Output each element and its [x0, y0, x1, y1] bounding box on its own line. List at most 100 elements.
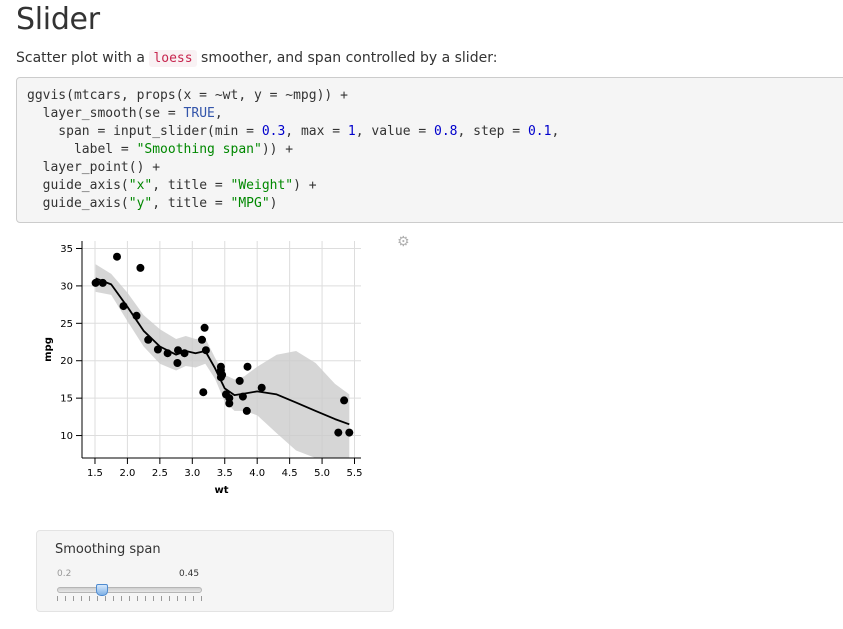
confidence-band: [95, 264, 350, 458]
gear-icon[interactable]: ⚙: [397, 234, 410, 250]
code-token: , step =: [457, 124, 528, 139]
slider-handle[interactable]: [96, 584, 109, 596]
smooth-line: [95, 277, 350, 426]
smooth-line-layer: [95, 277, 350, 426]
x-axis-title: wt: [214, 485, 228, 496]
data-point: [163, 349, 172, 358]
code-line: layer_point() +: [27, 159, 843, 177]
code-token: span = input_slider(min =: [27, 124, 262, 139]
data-point: [113, 252, 121, 261]
code-token: TRUE: [183, 106, 215, 121]
slider-panel: Smoothing span 0.2 0.45: [36, 530, 394, 612]
code-token: 0.1: [527, 124, 552, 139]
data-point: [218, 370, 227, 379]
axes-layer: 1.5 2.0 2.5 3.0 3.5 4.0 4.5 5.0 5.5 10 15 20 25 30 35 w…: [43, 241, 362, 496]
data-point: [200, 323, 209, 332]
code-token: ,: [551, 124, 560, 139]
scatter-plot: 1.5 2.0 2.5 3.0 3.5 4.0 4.5 5.0 5.5 10 15 20 25 30 35 w…: [43, 241, 362, 496]
y-tick-label: 20: [60, 356, 73, 367]
data-point: [199, 388, 208, 397]
code-token: 1: [347, 124, 356, 139]
x-tick-label: 3.5: [217, 468, 233, 479]
points-layer: [91, 252, 354, 437]
x-tick-label: 4.5: [282, 468, 298, 479]
slider-value-label: 0.45: [179, 569, 200, 579]
code-line: span = input_slider(min = 0.3, max = 1, …: [27, 123, 843, 141]
intro-code-term: loess: [149, 50, 197, 67]
x-tick-label: 1.5: [87, 468, 103, 479]
code-token: guide_axis(: [27, 178, 129, 193]
data-point: [98, 278, 107, 287]
data-point: [198, 335, 206, 344]
code-token: 0.3: [261, 124, 286, 139]
code-line: ggvis(mtcars, props(x = ~wt, y = ~mpg)) …: [27, 87, 843, 105]
y-axis-title: mpg: [43, 337, 54, 362]
code-token: 0.8: [434, 124, 458, 139]
data-point: [340, 396, 349, 405]
code-token: "x": [128, 178, 153, 193]
code-token: layer_smooth(se =: [27, 106, 184, 121]
confidence-band-layer: [95, 264, 350, 458]
code-line: label = "Smoothing span")) +: [27, 141, 843, 159]
x-tick-label: 2.0: [119, 468, 135, 479]
code-token: guide_axis(: [27, 196, 129, 211]
code-token: ggvis(mtcars, props(x = ~wt, y = ~mpg)) …: [27, 88, 348, 103]
code-token: , value =: [355, 124, 435, 139]
y-tick-label: 35: [60, 244, 73, 255]
data-point: [153, 345, 162, 354]
x-tick-label: 5.5: [347, 468, 363, 479]
data-point: [225, 399, 234, 408]
data-point: [235, 376, 244, 385]
data-point: [216, 362, 225, 371]
data-point: [201, 346, 210, 355]
code-token: "MPG": [230, 196, 270, 211]
slider-ticks: [57, 596, 202, 601]
slider-track[interactable]: [57, 587, 202, 593]
x-tick-label: 4.0: [249, 468, 265, 479]
y-tick-label: 30: [60, 281, 73, 292]
data-point: [119, 302, 128, 311]
data-point: [345, 428, 354, 437]
data-point: [257, 383, 266, 392]
code-token: layer_point() +: [27, 160, 161, 175]
code-token: ) +: [293, 178, 317, 193]
code-line: guide_axis("y", title = "MPG"): [27, 195, 843, 213]
data-point: [132, 311, 141, 320]
code-token: ): [269, 196, 278, 211]
code-block: ggvis(mtcars, props(x = ~wt, y = ~mpg)) …: [16, 77, 843, 223]
code-line: layer_smooth(se = TRUE,: [27, 105, 843, 123]
code-token: , title =: [152, 178, 231, 193]
code-token: , max =: [285, 124, 348, 139]
data-point: [173, 359, 182, 367]
data-point: [334, 428, 343, 437]
x-tick-label: 5.0: [314, 468, 330, 479]
code-token: ,: [214, 106, 223, 121]
y-tick-label: 15: [60, 394, 73, 405]
plot-grid: [82, 241, 361, 458]
x-tick-label: 3.0: [184, 468, 200, 479]
data-point: [136, 263, 145, 272]
data-point: [242, 406, 251, 415]
code-token: "Weight": [230, 178, 294, 193]
data-point: [243, 362, 252, 371]
code-token: label =: [27, 142, 137, 157]
slider-min-label: 0.2: [57, 569, 72, 579]
intro-text-end: smoother, and span controlled by a slide…: [196, 50, 498, 66]
data-point: [238, 392, 247, 401]
code-line: guide_axis("x", title = "Weight") +: [27, 177, 843, 195]
code-token: , title =: [152, 196, 231, 211]
slider-label: Smoothing span: [55, 542, 161, 557]
y-tick-label: 25: [60, 319, 73, 330]
code-token: "y": [128, 196, 153, 211]
x-tick-label: 2.5: [152, 468, 168, 479]
y-tick-label: 10: [60, 431, 73, 442]
page-title: Slider: [16, 2, 100, 37]
data-point: [144, 335, 153, 344]
code-token: )) +: [261, 142, 294, 157]
intro-text: Scatter plot with a loess smoother, and …: [16, 48, 497, 69]
data-point: [180, 349, 189, 358]
data-point: [174, 346, 182, 355]
intro-text-start: Scatter plot with a: [16, 50, 150, 66]
data-point: [91, 278, 100, 287]
code-token: "Smoothing span": [136, 142, 262, 157]
